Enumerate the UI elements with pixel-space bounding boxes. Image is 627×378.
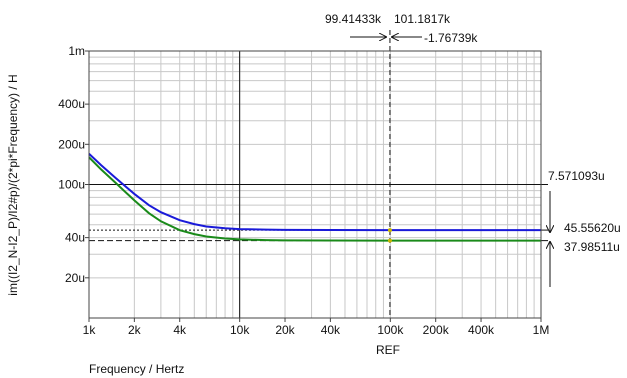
readout-x1: 99.41433k [325, 12, 382, 26]
x-tick-label: 2k [128, 323, 142, 337]
x-tick-label: 200k [423, 323, 450, 337]
ref-label: REF [376, 343, 400, 357]
readout-dx: -1.76739k [424, 31, 478, 45]
readout-x2: 101.1817k [394, 12, 451, 26]
cursor-readouts: 99.41433k 101.1817k -1.76739k 7.571093u … [325, 12, 621, 357]
x-tick-labels: 1k 2k 4k 10k 20k 40k 100k 200k 400k 1M [83, 318, 550, 337]
readout-y-green: 37.98511u [564, 240, 620, 254]
cursor-point-2 [387, 238, 392, 243]
series-group [88, 153, 542, 243]
x-tick-label: 10k [230, 323, 250, 337]
x-tick-label: 400k [468, 323, 495, 337]
x-tick-label: 1k [83, 323, 97, 337]
y-tick-label: 200u [58, 137, 85, 151]
cursor-point-1 [387, 228, 392, 233]
y-tick-label: 40u [65, 231, 85, 245]
readout-dy1: 7.571093u [548, 169, 605, 183]
x-axis-title: Frequency / Hertz [89, 362, 184, 376]
y-axis-title: im((I2_N-I2_P)/I2#p)/(2*pi*Frequency) / … [6, 74, 20, 295]
y-tick-label: 20u [65, 271, 85, 285]
readout-y-blue: 45.55620u [564, 221, 621, 235]
x-tick-label: 100k [377, 323, 404, 337]
x-tick-label: 40k [321, 323, 341, 337]
y-tick-labels: 1m 400u 200u 100u 40u 20u [58, 44, 89, 285]
series-line-1 [88, 153, 542, 232]
x-tick-label: 20k [275, 323, 295, 337]
x-tick-label: 4k [173, 323, 187, 337]
series-line-2 [88, 156, 542, 242]
y-tick-label: 400u [58, 97, 85, 111]
x-tick-label: 1M [533, 323, 550, 337]
y-tick-label: 100u [58, 178, 85, 192]
y-tick-label: 1m [68, 44, 85, 58]
